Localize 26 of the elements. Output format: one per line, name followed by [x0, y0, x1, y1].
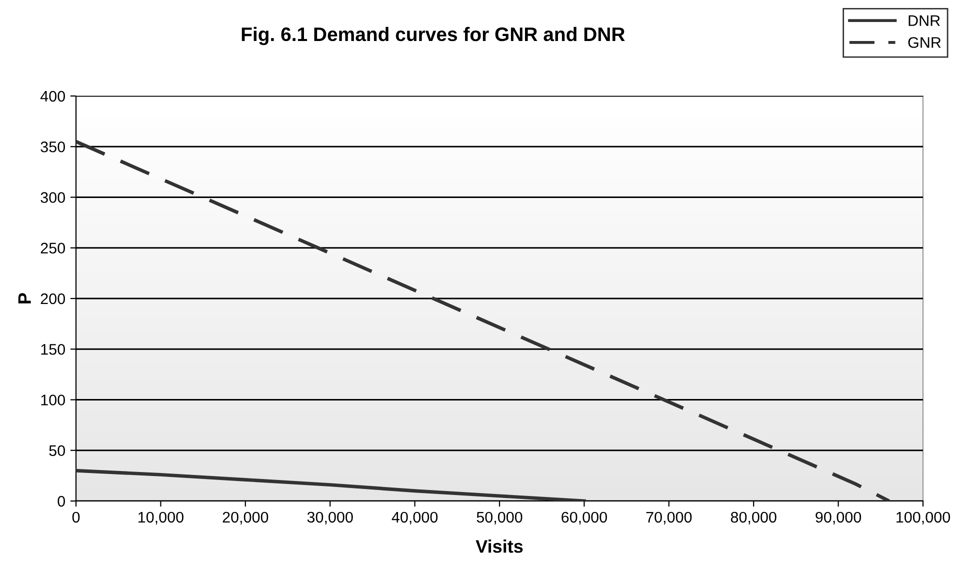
y-tick-label: 100 — [41, 394, 65, 406]
y-tick-label: 400 — [40, 90, 65, 102]
y-axis-title: P — [18, 293, 31, 304]
x-tick-label: 50,000 — [476, 512, 522, 524]
x-tick-label: 30,000 — [307, 512, 353, 524]
y-tick-label: 200 — [40, 293, 65, 304]
chart-title: Fig. 6.1 Demand curves for GNR and DNR — [242, 26, 625, 46]
y-tick-label: 300 — [40, 192, 65, 203]
x-axis-title: Visits — [476, 540, 523, 553]
legend-label: DNR — [908, 15, 940, 26]
y-tick-label: 50 — [49, 445, 65, 456]
x-tick-label: 60,000 — [562, 512, 607, 524]
x-tick-label: 80,000 — [730, 512, 776, 524]
x-tick-label: 0 — [72, 512, 80, 523]
y-tick-label: 350 — [40, 141, 65, 152]
x-tick-label: 20,000 — [222, 512, 268, 524]
x-tick-label: 70,000 — [646, 512, 692, 524]
x-tick-label: 100,000 — [896, 512, 950, 524]
y-tick-label: 0 — [58, 496, 65, 507]
x-tick-label: 10,000 — [138, 512, 184, 524]
x-tick-label: 90,000 — [816, 512, 862, 524]
y-tick-label: 150 — [41, 344, 65, 355]
line-series — [76, 468, 586, 501]
y-tick-label: 250 — [40, 242, 65, 254]
x-tick-label: 40,000 — [392, 512, 438, 524]
legend-label: GNR — [908, 37, 941, 48]
